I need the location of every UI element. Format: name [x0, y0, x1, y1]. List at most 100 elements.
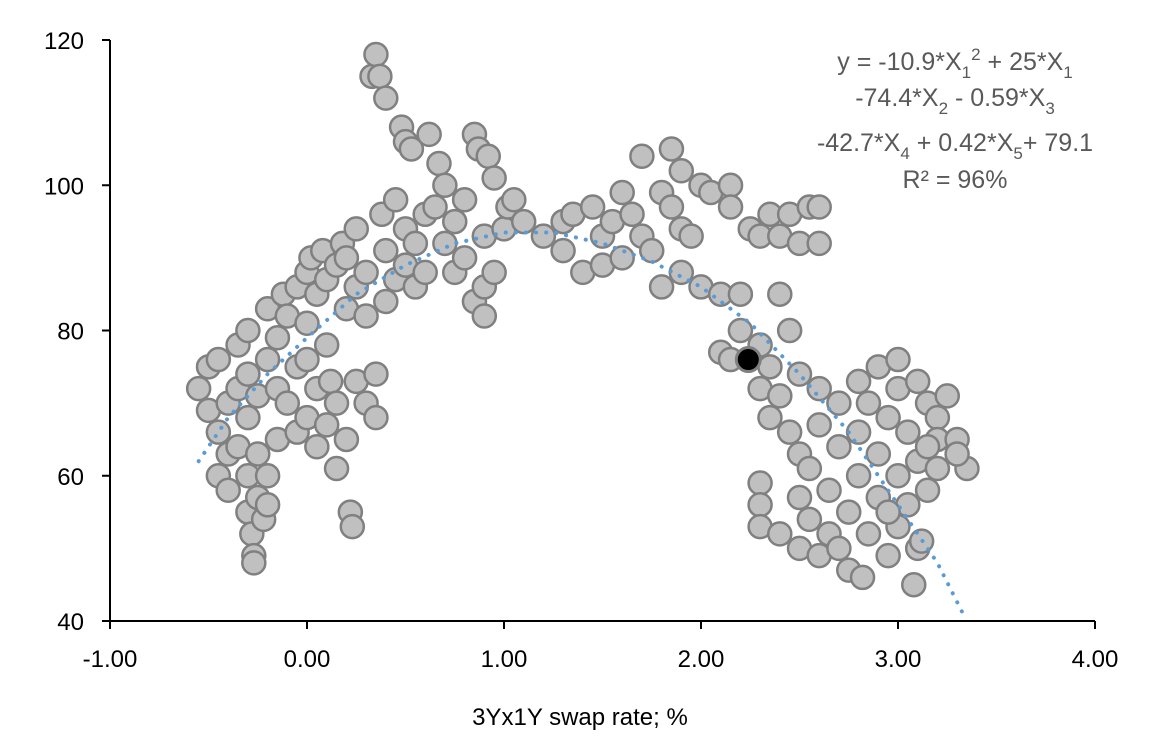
data-point	[323, 390, 350, 416]
data-point	[254, 346, 281, 373]
data-point	[501, 187, 527, 213]
data-point	[323, 455, 350, 482]
data-point	[885, 346, 911, 373]
data-point	[264, 325, 291, 351]
data-point	[215, 477, 241, 504]
data-point	[402, 230, 429, 257]
data-point	[786, 484, 813, 511]
data-point	[717, 194, 744, 220]
data-point	[579, 194, 606, 220]
data-point	[294, 346, 320, 373]
data-point	[432, 172, 458, 198]
data-point	[451, 245, 478, 271]
data-point	[747, 492, 773, 518]
data-point	[481, 259, 507, 286]
data-point	[668, 157, 695, 184]
data-point	[757, 404, 783, 431]
x-tick-label: 2.00	[678, 646, 725, 673]
data-point	[904, 368, 931, 395]
data-point	[875, 404, 901, 431]
data-point	[934, 383, 960, 409]
data-point	[373, 288, 399, 315]
x-tick-label: 3.00	[875, 646, 922, 673]
data-point	[317, 368, 344, 395]
x-tick-label: 4.00	[1072, 646, 1119, 673]
data-point	[658, 136, 685, 162]
equation-line-2: -74.4*X2 - 0.59*X3	[855, 84, 1055, 118]
data-point	[806, 412, 832, 438]
y-tick-label: 40	[57, 609, 84, 636]
data-point	[367, 63, 393, 90]
data-point	[363, 361, 389, 387]
data-point	[609, 179, 635, 206]
data-point	[806, 375, 832, 402]
data-point	[245, 441, 271, 467]
data-point	[426, 150, 452, 177]
data-point	[363, 41, 389, 68]
data-point	[373, 85, 399, 111]
data-point	[339, 513, 366, 540]
data-point	[826, 535, 852, 562]
data-point	[767, 383, 793, 409]
regression-equation: y = -10.9*X12 + 25*X1 -74.4*X2 - 0.59*X3…	[817, 45, 1093, 194]
data-point	[914, 477, 941, 504]
data-point	[254, 463, 281, 489]
data-point	[875, 499, 901, 525]
data-point	[294, 310, 320, 336]
r-squared: R² = 96%	[903, 166, 1008, 194]
data-point	[235, 361, 261, 387]
data-point	[747, 470, 773, 496]
highlight-point-group	[734, 346, 762, 374]
data-point	[806, 194, 832, 220]
data-point	[475, 143, 501, 169]
data-point	[895, 419, 921, 445]
data-point	[924, 455, 951, 482]
data-point	[786, 361, 813, 387]
x-tick-label: -1.00	[83, 646, 138, 673]
x-axis-label: 3Yx1Y swap rate; %	[472, 704, 688, 731]
data-point	[333, 245, 360, 271]
data-point	[343, 216, 369, 242]
data-point	[845, 463, 872, 489]
data-point	[678, 223, 704, 249]
data-point	[363, 404, 389, 431]
data-point	[481, 165, 507, 191]
data-point	[826, 390, 852, 416]
data-point	[274, 390, 301, 416]
data-point	[944, 441, 970, 467]
data-point	[313, 332, 340, 358]
data-point	[757, 354, 783, 380]
data-point	[875, 542, 901, 569]
data-point	[816, 477, 842, 504]
data-point	[806, 230, 832, 257]
data-point	[205, 346, 232, 373]
data-point	[205, 419, 232, 445]
data-point	[353, 303, 379, 329]
data-point	[776, 317, 803, 344]
y-tick-label: 60	[57, 464, 84, 491]
x-tick-label: 0.00	[284, 646, 331, 673]
data-point	[471, 303, 498, 329]
data-point	[422, 194, 448, 220]
data-point	[185, 375, 212, 402]
data-point	[609, 245, 635, 271]
data-point	[901, 571, 927, 598]
data-point	[235, 317, 261, 344]
scatter-points	[185, 41, 980, 598]
data-point	[619, 201, 645, 228]
trendline	[196, 230, 966, 616]
data-point	[398, 136, 425, 162]
y-tick-label: 80	[57, 319, 84, 346]
data-point	[241, 550, 267, 576]
data-point	[451, 187, 478, 213]
data-point	[353, 259, 379, 286]
equation-line-1: y = -10.9*X12 + 25*X1	[837, 45, 1073, 82]
x-tick-label: 1.00	[481, 646, 528, 673]
data-point	[313, 412, 340, 438]
data-point	[648, 274, 675, 300]
data-point	[416, 121, 442, 148]
data-point	[767, 281, 793, 307]
data-point	[727, 281, 754, 307]
data-point	[382, 187, 409, 213]
data-point	[885, 463, 911, 489]
